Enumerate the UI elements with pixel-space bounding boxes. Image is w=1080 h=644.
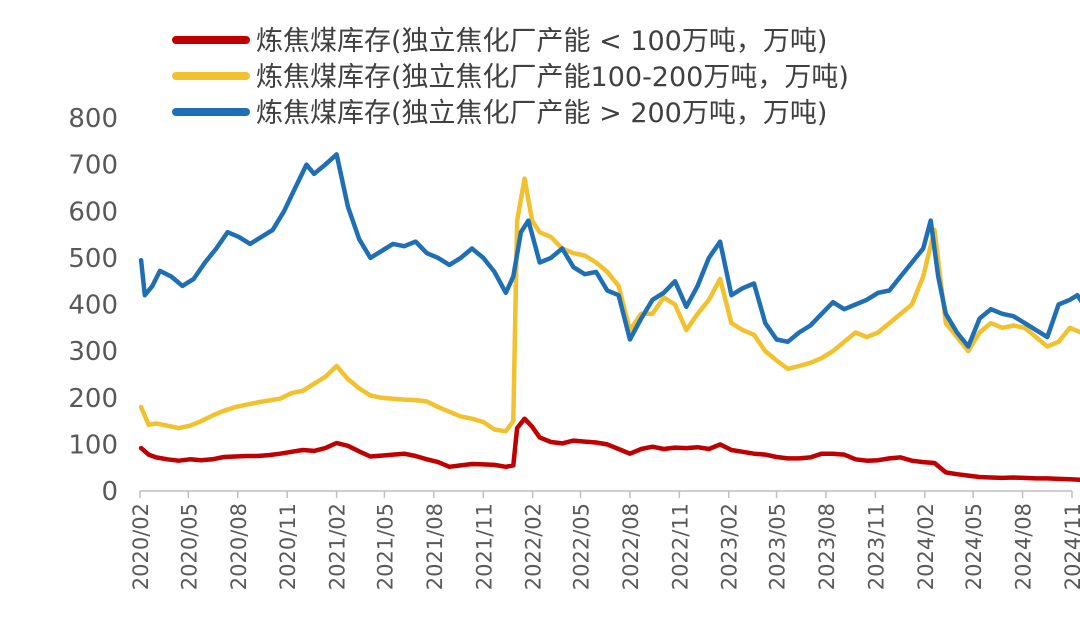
x-tick-label: 2023/08 [815, 503, 839, 590]
legend-label-gt200: 炼焦煤库存(独立焦化厂产能 > 200万吨，万吨) [256, 98, 827, 129]
x-tick-label: 2020/11 [276, 503, 300, 590]
x-tick-label: 2024/08 [1012, 503, 1036, 590]
y-tick-label: 0 [101, 477, 118, 507]
x-tick-label: 2022/02 [522, 503, 546, 590]
x-tick-label: 2021/02 [326, 503, 350, 590]
x-tick-label: 2020/05 [177, 503, 201, 590]
legend-item-lt100: 炼焦煤库存(独立焦化厂产能 < 100万吨，万吨) [172, 26, 827, 57]
y-tick-label: 500 [68, 244, 118, 274]
y-tick-label: 800 [68, 104, 118, 134]
series-layer [138, 152, 1080, 483]
x-axis: 2020/02 2020/05 2020/08 2020/11 2021/02 2021/… [129, 490, 1080, 590]
y-axis: 0 100 200 300 400 500 600 700 800 [68, 104, 118, 507]
y-tick-label: 200 [68, 384, 118, 414]
x-tick-label: 2022/05 [569, 503, 593, 590]
x-tick-label: 2022/11 [668, 503, 692, 590]
series-line-lt100 [138, 416, 1080, 483]
x-tick-label: 2024/11 [1061, 503, 1080, 590]
y-tick-label: 600 [68, 197, 118, 227]
x-tick-label: 2020/08 [227, 503, 251, 590]
x-tick-label: 2023/11 [864, 503, 888, 590]
legend: 炼焦煤库存(独立焦化厂产能 < 100万吨，万吨) 炼焦煤库存(独立焦化厂产能1… [172, 26, 849, 129]
x-tick-label: 2020/02 [129, 503, 153, 590]
x-tick-label: 2021/05 [373, 503, 397, 590]
y-tick-label: 300 [68, 337, 118, 367]
legend-item-100-200: 炼焦煤库存(独立焦化厂产能100-200万吨，万吨) [172, 62, 849, 93]
series-line-100-200 [138, 176, 1080, 434]
x-tick-label: 2024/05 [962, 503, 986, 590]
y-tick-label: 700 [68, 151, 118, 181]
legend-item-gt200: 炼焦煤库存(独立焦化厂产能 > 200万吨，万吨) [172, 98, 827, 129]
series-line-gt200 [138, 152, 1080, 349]
x-tick-label: 2022/08 [619, 503, 643, 590]
x-tick-label: 2021/11 [472, 503, 496, 590]
x-tick-label: 2023/05 [766, 503, 790, 590]
y-tick-label: 400 [68, 291, 118, 321]
x-tick-label: 2024/02 [914, 503, 938, 590]
legend-label-100-200: 炼焦煤库存(独立焦化厂产能100-200万吨，万吨) [256, 62, 849, 93]
x-tick-label: 2021/08 [423, 503, 447, 590]
x-tick-label: 2023/02 [718, 503, 742, 590]
legend-label-lt100: 炼焦煤库存(独立焦化厂产能 < 100万吨，万吨) [256, 26, 827, 57]
y-tick-label: 100 [68, 430, 118, 460]
